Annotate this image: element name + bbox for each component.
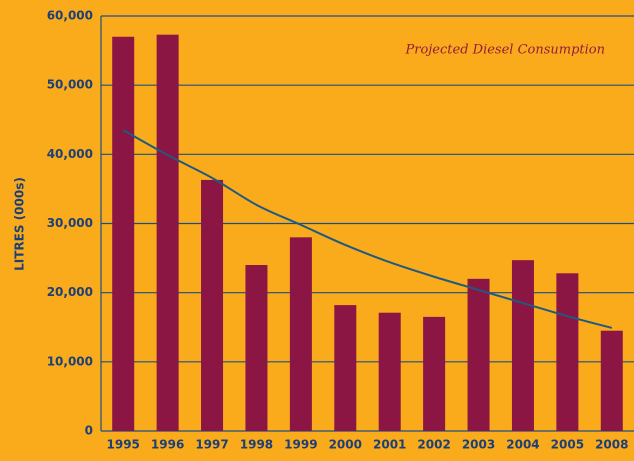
y-tick-label: 20,000 xyxy=(47,285,93,299)
bar xyxy=(156,34,179,432)
x-tick-label: 1997 xyxy=(195,438,228,452)
bar xyxy=(556,273,579,431)
y-tick-label: 50,000 xyxy=(47,78,93,92)
x-tick-label: 1998 xyxy=(240,438,273,452)
x-tick-label: 1999 xyxy=(284,438,317,452)
x-tick-label: 2004 xyxy=(506,438,539,452)
x-tick-label: 2000 xyxy=(329,438,362,452)
y-tick-label: 60,000 xyxy=(47,9,93,23)
bar xyxy=(423,316,446,431)
bar xyxy=(511,260,534,431)
bar xyxy=(378,312,401,431)
trend-line xyxy=(122,129,613,329)
x-tick-label: 2001 xyxy=(373,438,406,452)
bar xyxy=(201,179,224,431)
y-tick-label: 40,000 xyxy=(47,147,93,161)
bar xyxy=(600,330,623,431)
bar xyxy=(334,305,357,431)
x-tick-label: 2003 xyxy=(462,438,495,452)
x-tick-label: 2005 xyxy=(551,438,584,452)
y-tick-label: 30,000 xyxy=(47,216,93,230)
bar xyxy=(289,237,312,431)
bar xyxy=(245,265,268,431)
x-tick-label: 2002 xyxy=(417,438,450,452)
annotation: Projected Diesel Consumption xyxy=(404,43,605,58)
bar xyxy=(112,36,135,431)
y-axis-label: LITRES (000s) xyxy=(13,177,27,271)
y-tick-label: 10,000 xyxy=(47,354,93,368)
bar xyxy=(467,278,490,431)
x-tick-label: 1995 xyxy=(107,438,140,452)
y-tick-label: 0 xyxy=(85,424,93,438)
x-tick-label: 1996 xyxy=(151,438,184,452)
x-tick-label: 2008 xyxy=(595,438,628,452)
